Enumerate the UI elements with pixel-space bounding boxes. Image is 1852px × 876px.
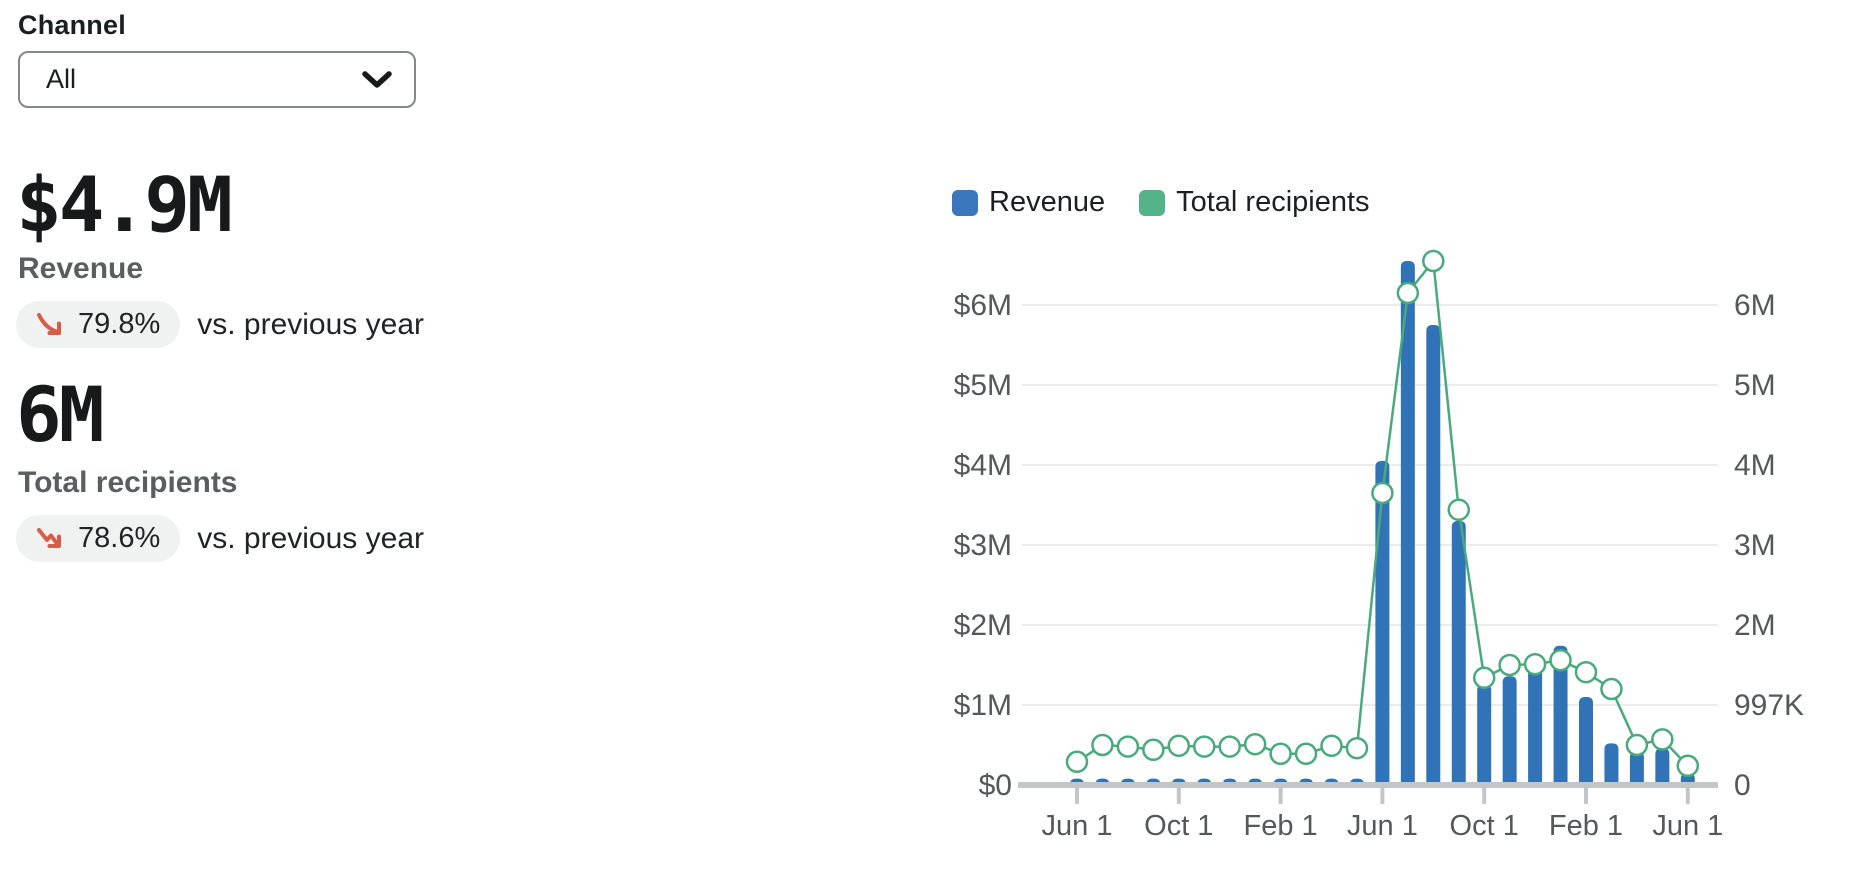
revenue-bar[interactable] [1553,645,1568,785]
recipients-point[interactable] [1625,733,1649,757]
legend-item-revenue[interactable]: Revenue [952,186,1105,219]
revenue-bar[interactable] [1655,748,1670,785]
recipients-point[interactable] [1142,738,1165,762]
chart-legend: Revenue Total recipients [952,186,1370,219]
recipients-point[interactable] [1320,734,1343,758]
recipients-compare-text: vs. previous year [197,521,424,555]
right-axis-tick: 0 [1734,769,1751,802]
recipients-point[interactable] [1371,481,1394,505]
recipients-delta-row: 78.6% vs. previous year [16,515,424,562]
revenue-delta-value: 79.8% [78,308,161,340]
recipients-delta-value: 78.6% [78,522,161,554]
x-tick-label: Oct 1 [1144,810,1213,842]
channel-select-value: All [46,64,77,94]
right-axis-tick: 6M [1734,289,1776,322]
recipients-point[interactable] [1651,728,1674,751]
revenue-compare-text: vs. previous year [197,307,424,341]
chevron-down-icon [362,70,392,88]
trend-down-arrow-icon [37,312,61,335]
recipients-point[interactable] [1294,742,1318,766]
recipients-point[interactable] [1600,677,1623,701]
revenue-bar[interactable] [1400,261,1415,785]
recipients-point[interactable] [1549,648,1572,672]
recipients-point[interactable] [1574,660,1598,684]
revenue-bar[interactable] [1604,743,1619,785]
left-axis-tick: $1M [954,689,1012,722]
x-tick-label: Jun 1 [1652,810,1723,842]
x-axis-labels: Jun 1 Oct 1 Feb 1 Jun 1 Oct 1 Feb 1 Jun 1 [1042,810,1724,842]
x-tick-label: Feb 1 [1244,810,1318,842]
recipients-swatch [1139,189,1166,216]
revenue-bar[interactable] [1579,697,1593,785]
right-axis-tick: 5M [1734,369,1776,402]
right-axis-tick: 3M [1734,529,1776,562]
revenue-recipients-chart: Jun 1 Oct 1 Feb 1 Jun 1 Oct 1 Feb 1 Jun 1 $0 $1M… [954,249,1804,842]
revenue-delta-row: 79.8% vs. previous year [16,301,424,348]
left-axis-tick: $0 [979,769,1012,802]
recipients-point[interactable] [1167,734,1191,758]
x-tick-label: Oct 1 [1450,810,1519,842]
revenue-bar[interactable] [1426,325,1441,785]
recipients-delta-badge: 78.6% [16,515,181,562]
revenue-label: Revenue [18,252,144,285]
recipients-point[interactable] [1091,733,1114,757]
recipients-point[interactable] [1065,750,1089,774]
left-axis-tick: $2M [954,609,1012,642]
trend-down-zigzag-icon [37,527,61,548]
recipients-markers [1065,249,1700,778]
right-axis-tick: 2M [1734,609,1776,642]
recipients-point[interactable] [1422,249,1445,273]
recipients-point[interactable] [1193,735,1216,758]
revenue-bar[interactable] [1502,676,1517,785]
legend-label-recipients: Total recipients [1176,186,1370,218]
revenue-delta-badge: 79.8% [16,301,181,348]
recipients-point[interactable] [1523,652,1547,676]
revenue-bar[interactable] [1375,461,1390,785]
revenue-value: $4.9M [16,160,233,249]
x-tick-label: Jun 1 [1347,810,1418,842]
x-axis-ticks [1075,788,1690,804]
recipients-point[interactable] [1472,666,1496,690]
channel-select[interactable]: All [18,51,416,108]
recipients-point[interactable] [1676,754,1700,778]
left-axis-labels: $0 $1M $2M $3M $4M $5M $6M [954,289,1012,802]
recipients-value: 6M [16,370,104,459]
recipients-point[interactable] [1116,735,1140,758]
recipients-point[interactable] [1243,732,1267,756]
revenue-bar[interactable] [1629,751,1644,785]
chart-gridlines [1022,304,1718,706]
x-tick-label: Jun 1 [1042,810,1113,842]
legend-item-recipients[interactable]: Total recipients [1139,186,1370,219]
right-axis-labels: 0 997K 2M 3M 4M 5M 6M [1734,289,1804,802]
left-axis-tick: $5M [954,369,1012,402]
revenue-swatch [952,189,978,216]
revenue-bars [1070,261,1695,785]
recipients-point[interactable] [1498,653,1521,677]
right-axis-tick: 997K [1734,689,1804,722]
left-axis-tick: $3M [954,529,1012,562]
left-axis-tick: $4M [954,449,1012,482]
recipients-label: Total recipients [18,466,238,499]
revenue-bar[interactable] [1528,664,1543,785]
recipients-point[interactable] [1345,736,1369,760]
revenue-bar[interactable] [1451,521,1466,785]
recipients-point[interactable] [1447,498,1470,522]
left-axis-tick: $6M [954,289,1012,322]
right-axis-tick: 4M [1734,449,1776,482]
recipients-point[interactable] [1218,735,1241,758]
legend-label-revenue: Revenue [989,186,1106,218]
recipients-point[interactable] [1396,281,1420,305]
channel-filter-label: Channel [18,10,126,40]
recipients-point[interactable] [1269,742,1292,766]
x-tick-label: Feb 1 [1549,810,1623,842]
revenue-bar[interactable] [1477,684,1492,785]
